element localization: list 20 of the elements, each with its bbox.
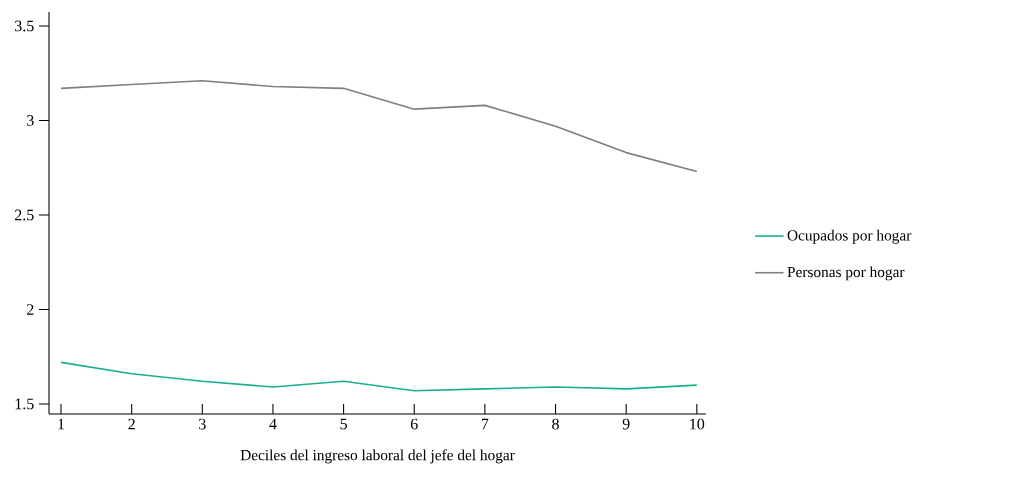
- x-tick-label: 1: [58, 418, 65, 430]
- y-tick-label: 3: [27, 115, 34, 126]
- x-tick-label: 3: [199, 418, 206, 430]
- y-tick-label: 1.5: [15, 398, 34, 410]
- y-tick-label: 2.5: [15, 209, 34, 221]
- x-tick-label: 5: [340, 418, 347, 430]
- legend-label: Personas por hogar: [787, 266, 905, 281]
- x-tick-label: 9: [622, 418, 630, 430]
- x-tick-label: 7: [481, 418, 489, 430]
- line-series: [60, 361, 698, 392]
- x-axis-title: Deciles del ingreso laboral del jefe del hogar: [240, 449, 515, 464]
- x-tick-label: 8: [552, 418, 559, 430]
- y-tick-label: 2: [27, 304, 34, 315]
- y-tick-label: 3.5: [15, 20, 34, 32]
- line-series: [60, 80, 698, 173]
- x-tick-label: 4: [269, 418, 277, 430]
- x-tick-label: 2: [128, 418, 135, 430]
- legend-label: Ocupados por hogar: [787, 229, 912, 244]
- x-tick-label: 10: [690, 418, 705, 430]
- x-tick-label: 6: [410, 418, 418, 430]
